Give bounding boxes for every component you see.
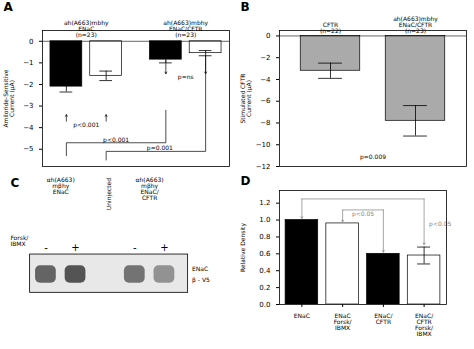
svg-text:p=ns: p=ns [178, 73, 194, 81]
svg-text:−2: −2 [260, 54, 270, 62]
svg-text:1.0: 1.0 [259, 216, 270, 224]
svg-text:A: A [4, 0, 14, 14]
svg-text:ah(A663)mbhyENaC/CFTR(n=23): ah(A663)mbhyENaC/CFTR(n=23) [393, 15, 438, 34]
svg-text:p=0.001: p=0.001 [147, 144, 173, 152]
svg-text:−3: −3 [23, 102, 33, 110]
svg-text:D: D [241, 174, 251, 188]
svg-text:−4: −4 [260, 76, 271, 84]
svg-text:-: - [133, 242, 137, 253]
svg-text:B: B [241, 0, 250, 14]
svg-text:ENaC: ENaC [294, 312, 310, 319]
svg-text:ENaC/CFTRForsk/IBMX: ENaC/CFTRForsk/IBMX [415, 312, 434, 337]
svg-text:−5: −5 [23, 145, 33, 153]
svg-text:−4: −4 [23, 124, 34, 132]
svg-text:1.2: 1.2 [259, 199, 270, 207]
svg-text:p=0.009: p=0.009 [360, 153, 386, 161]
svg-text:ENaC: ENaC [192, 265, 208, 272]
svg-text:Amiloride-SensitiveCurrent (µA: Amiloride-SensitiveCurrent (µA) [2, 69, 16, 127]
svg-text:+: + [160, 242, 168, 253]
svg-text:0.4: 0.4 [259, 267, 271, 275]
svg-text:αh(A663)mβhγENaC: αh(A663)mβhγENaC [47, 176, 75, 195]
svg-text:0: 0 [29, 38, 33, 46]
svg-text:CFTR(n=22): CFTR(n=22) [320, 21, 341, 34]
svg-text:p<0.05: p<0.05 [429, 220, 451, 228]
svg-text:p<0.001: p<0.001 [103, 136, 129, 144]
svg-text:Relative Density: Relative Density [239, 223, 247, 272]
svg-text:ENaC/CFTR: ENaC/CFTR [374, 312, 393, 325]
svg-text:−6: −6 [260, 97, 271, 105]
svg-text:p<0.05: p<0.05 [352, 210, 374, 218]
svg-text:Uninjected: Uninjected [105, 178, 113, 210]
svg-text:−2: −2 [23, 81, 33, 89]
svg-text:-: - [44, 242, 48, 253]
svg-text:−8: −8 [260, 119, 270, 127]
svg-text:−12: −12 [256, 163, 271, 171]
svg-text:0.0: 0.0 [259, 301, 270, 309]
svg-text:αh(A663)mβhγENaC/CFTR: αh(A663)mβhγENaC/CFTR [136, 176, 164, 201]
svg-text:ah(A663)mbhyENaC(n=23): ah(A663)mbhyENaC(n=23) [64, 19, 109, 38]
svg-text:ENaCForsk/IBMX: ENaCForsk/IBMX [334, 312, 353, 331]
svg-text:−10: −10 [256, 141, 271, 149]
svg-text:ah(A663)mbhyENaC/CFTR(n=23): ah(A663)mbhyENaC/CFTR(n=23) [163, 19, 208, 38]
svg-text:p<0.001: p<0.001 [73, 121, 99, 129]
svg-text:0.2: 0.2 [259, 284, 270, 292]
svg-text:β - V5: β - V5 [192, 276, 210, 284]
svg-text:+: + [71, 242, 79, 253]
svg-text:Forsk/IBMX: Forsk/IBMX [10, 234, 29, 247]
svg-text:C: C [10, 176, 19, 190]
svg-text:Stimulated CFTRCurrent (µA): Stimulated CFTRCurrent (µA) [239, 74, 253, 124]
svg-text:−1: −1 [23, 59, 33, 67]
svg-text:0.8: 0.8 [259, 233, 270, 241]
svg-text:0.6: 0.6 [259, 250, 271, 258]
svg-text:0: 0 [266, 32, 270, 40]
